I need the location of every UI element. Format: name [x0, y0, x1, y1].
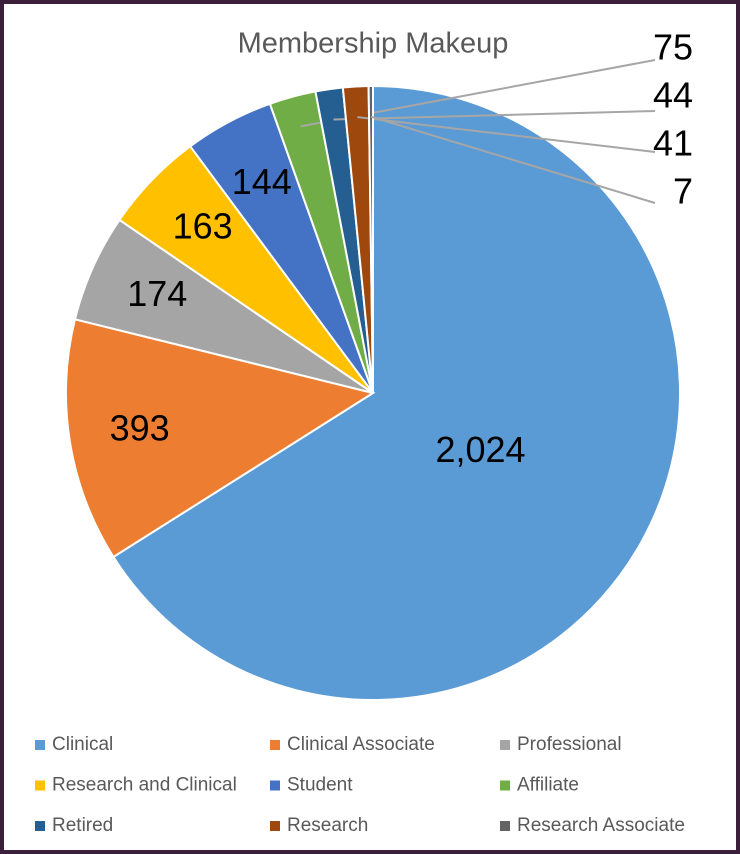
chart-title: Membership Makeup	[238, 28, 509, 60]
legend-marker	[500, 780, 510, 791]
legend-label: Student	[287, 775, 353, 796]
data-label: 174	[127, 273, 187, 314]
data-label: 393	[110, 407, 170, 448]
legend-label: Retired	[52, 815, 113, 836]
legend-marker	[35, 821, 45, 831]
data-label: 41	[653, 123, 693, 164]
data-label: 7	[673, 171, 693, 212]
data-label: 75	[653, 27, 693, 68]
legend-marker	[500, 821, 510, 831]
legend-label: Research	[287, 815, 368, 836]
legend-marker	[500, 740, 510, 750]
legend-marker	[35, 740, 45, 750]
legend-marker	[270, 821, 280, 831]
data-label: 163	[173, 206, 233, 247]
data-label: 44	[653, 75, 693, 116]
legend-label: Affiliate	[517, 775, 579, 796]
legend-label: Research Associate	[517, 815, 685, 836]
data-label: 144	[232, 161, 292, 202]
leader-line	[370, 115, 656, 204]
legend-label: Clinical Associate	[287, 734, 435, 755]
data-label: 2,024	[435, 429, 525, 470]
leader-line	[357, 116, 656, 153]
legend-marker	[270, 740, 280, 750]
pie-slice	[112, 84, 681, 701]
legend-label: Research and Clinical	[52, 775, 237, 796]
leader-line	[333, 110, 656, 121]
pie-slice	[367, 84, 374, 394]
legend-marker	[270, 780, 280, 791]
legend-label: Professional	[517, 734, 622, 755]
legend-marker	[35, 780, 45, 791]
pie-slice	[65, 318, 376, 559]
legend-label: Clinical	[52, 734, 113, 755]
